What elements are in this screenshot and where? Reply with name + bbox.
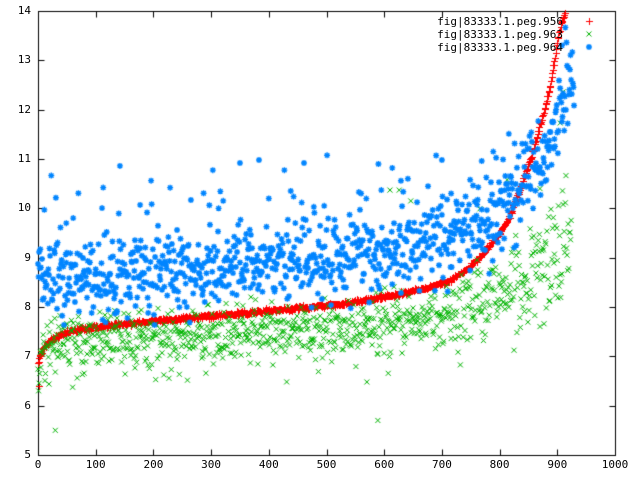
cross-marker-icon — [583, 28, 596, 41]
y-tick-label: 14 — [17, 4, 31, 17]
x-tick-label: 700 — [431, 458, 452, 471]
x-tick-label: 800 — [489, 458, 510, 471]
legend-label: fig|83333.1.peg.964 — [437, 41, 563, 54]
x-tick-label: 100 — [85, 458, 106, 471]
y-tick-label: 6 — [24, 398, 31, 412]
plus-marker-icon — [583, 15, 596, 28]
y-tick-label: 11 — [17, 152, 31, 165]
y-tick-label: 13 — [17, 53, 31, 67]
x-tick-label: 600 — [374, 458, 395, 471]
y-tick-label: 5 — [24, 448, 31, 461]
y-tick-label: 7 — [24, 349, 31, 363]
x-tick-label: 0 — [34, 458, 42, 471]
x-tick-label: 300 — [201, 458, 222, 471]
legend-item: fig|83333.1.peg.963 — [437, 28, 596, 41]
legend-label: fig|83333.1.peg.963 — [437, 28, 563, 41]
x-tick-label: 1000 — [601, 458, 629, 471]
x-tick-label: 500 — [316, 458, 337, 471]
legend-item: fig|83333.1.peg.964 — [437, 41, 596, 54]
legend: fig|83333.1.peg.956 fig|83333.1.peg.963 … — [437, 15, 596, 54]
star-marker-icon — [583, 41, 596, 54]
y-tick-label: 10 — [17, 201, 31, 215]
y-tick-label: 9 — [24, 250, 31, 264]
y-tick-label: 12 — [17, 102, 31, 116]
legend-label: fig|83333.1.peg.956 — [437, 15, 563, 28]
x-tick-label: 900 — [547, 458, 568, 471]
y-tick-label: 8 — [24, 300, 31, 313]
legend-item: fig|83333.1.peg.956 — [437, 15, 596, 28]
x-tick-label: 400 — [258, 458, 279, 471]
x-tick-label: 200 — [143, 458, 164, 471]
